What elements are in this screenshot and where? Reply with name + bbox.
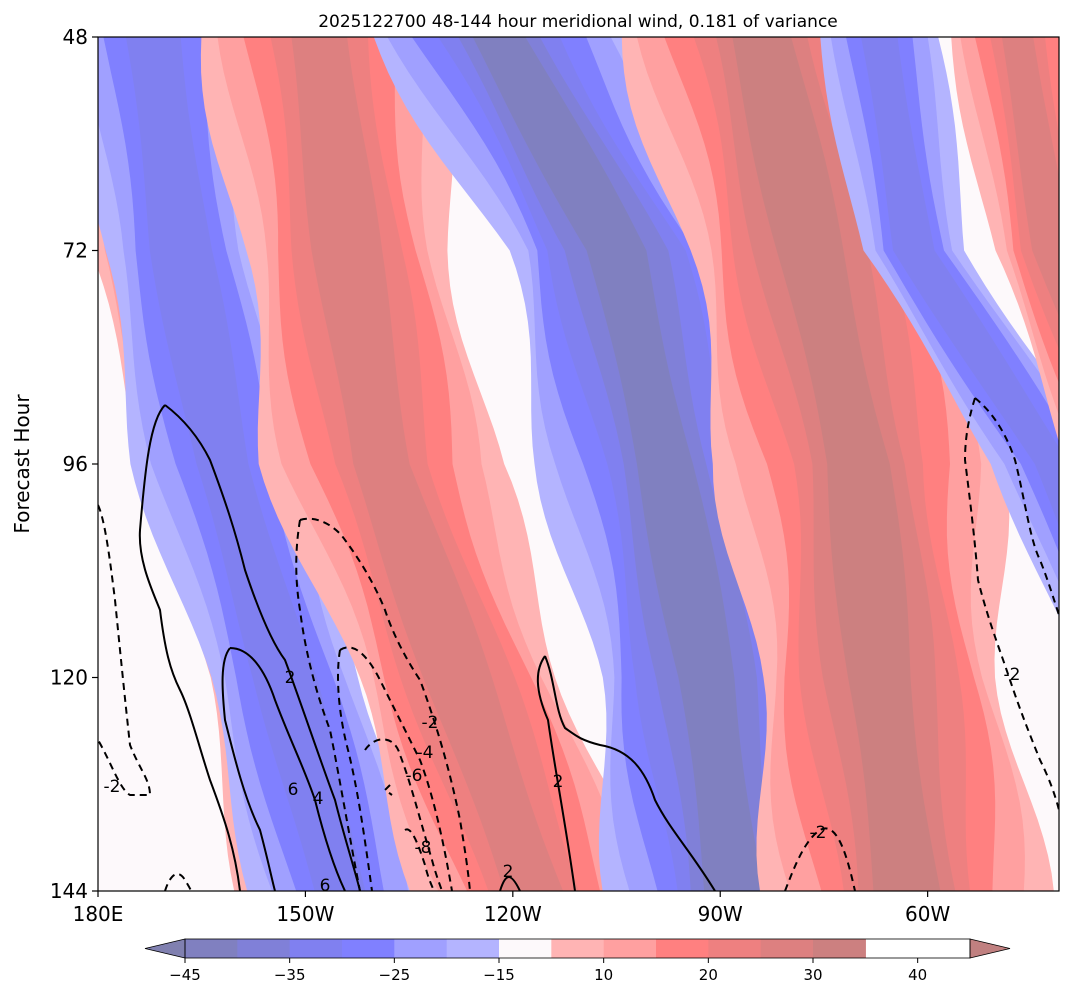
- colorbar-tick-label: −45: [169, 966, 201, 984]
- contour-line-negative: [404, 828, 435, 891]
- chart-title: 2025122700 48-144 hour meridional wind, …: [318, 12, 838, 32]
- colorbar-cell: [499, 939, 552, 958]
- contour-line-negative: [98, 504, 152, 796]
- contour-fill-band: [732, 37, 941, 891]
- contour-label: -8: [415, 838, 432, 858]
- contour-line-negative: [164, 872, 192, 891]
- contour-line-negative: [339, 646, 453, 891]
- x-axis: 180E 150W 120W 90W 60W: [73, 891, 950, 926]
- colorbar: −45 −35 −25 −15 10 20 30 40: [144, 938, 1011, 984]
- contour-line-negative: [963, 397, 1059, 811]
- colorbar-cell: [603, 939, 657, 958]
- contour-line-negative: [383, 784, 393, 796]
- contour-label: 2: [553, 772, 564, 792]
- colorbar-cell: [708, 939, 762, 958]
- colorbar-cell: [342, 939, 395, 958]
- colorbar-tick-label: 10: [594, 966, 613, 984]
- contour-labels: 2 4 6 6 2 2 -2 -2 -4 -6 -8 -2 -2: [104, 665, 1021, 896]
- colorbar-cell: [394, 939, 448, 958]
- colorbar-frame: [184, 938, 971, 959]
- contour-label: 4: [313, 789, 324, 809]
- contour-line-positive: [221, 647, 276, 891]
- x-tick-label: 180E: [73, 902, 124, 926]
- contour-fill-band: [472, 37, 764, 891]
- colorbar-extend-max: [969, 938, 1011, 959]
- contour-line-negative: [295, 519, 361, 891]
- contour-label: -2: [422, 713, 439, 733]
- shaded-contour-fill: [98, 37, 1059, 891]
- contour-label: -4: [417, 743, 434, 763]
- contour-line-negative: [364, 738, 443, 891]
- colorbar-cell: [289, 939, 343, 958]
- x-tick-label: 90W: [698, 902, 743, 926]
- contour-label: 2: [285, 668, 296, 688]
- colorbar-tick-label: 30: [803, 966, 822, 984]
- y-axis-label: Forecast Hour: [10, 394, 34, 534]
- colorbar-tick-label: 40: [908, 966, 927, 984]
- contour-fill-band: [1001, 37, 1059, 317]
- colorbar-cell: [237, 939, 291, 958]
- y-tick-label: 48: [63, 25, 88, 49]
- contour-line-positive: [499, 876, 521, 891]
- contour-lines: [98, 397, 1059, 891]
- contour-fill-band: [291, 37, 564, 891]
- colorbar-cell: [760, 939, 814, 958]
- contour-line-positive: [544, 655, 716, 891]
- colorbar-cell: [185, 939, 238, 958]
- colorbar-tick-label: 20: [699, 966, 718, 984]
- contour-line-positive: [164, 404, 361, 891]
- colorbar-cell: [813, 939, 866, 958]
- contour-line-negative: [784, 827, 856, 891]
- contour-label: -2: [104, 777, 121, 797]
- contour-line-negative: [299, 517, 471, 891]
- contour-line-positive: [229, 647, 346, 891]
- contour-line-negative: [336, 649, 373, 891]
- y-tick-label: 96: [63, 452, 88, 476]
- contour-line-positive: [138, 404, 241, 891]
- y-tick-label: 72: [63, 239, 88, 263]
- colorbar-tick-label: −35: [274, 966, 306, 984]
- contour-fill-band: [861, 37, 1059, 527]
- contour-line-positive: [536, 655, 576, 891]
- contour-fill-band: [125, 37, 366, 891]
- contour-label: 2: [503, 862, 514, 882]
- colorbar-cell: [656, 939, 709, 958]
- colorbar-cell: [551, 939, 605, 958]
- x-tick-label: 150W: [276, 902, 334, 926]
- colorbar-cell: [446, 939, 500, 958]
- contour-label: -2: [810, 823, 827, 843]
- x-tick-label: 120W: [484, 902, 542, 926]
- colorbar-tick-label: −15: [483, 966, 515, 984]
- contour-label: 6: [288, 780, 299, 800]
- y-axis: 48 72 96 120 144: [50, 25, 98, 903]
- y-tick-label: 120: [50, 666, 88, 690]
- y-tick-label: 144: [50, 879, 88, 903]
- x-tick-label: 60W: [905, 902, 950, 926]
- contour-line-negative: [974, 397, 1059, 616]
- colorbar-tick-label: −25: [379, 966, 411, 984]
- contour-label: 6: [320, 876, 331, 896]
- colorbar-extend-min: [144, 938, 186, 959]
- contour-label: -6: [406, 766, 423, 786]
- contour-label: -2: [1004, 665, 1021, 685]
